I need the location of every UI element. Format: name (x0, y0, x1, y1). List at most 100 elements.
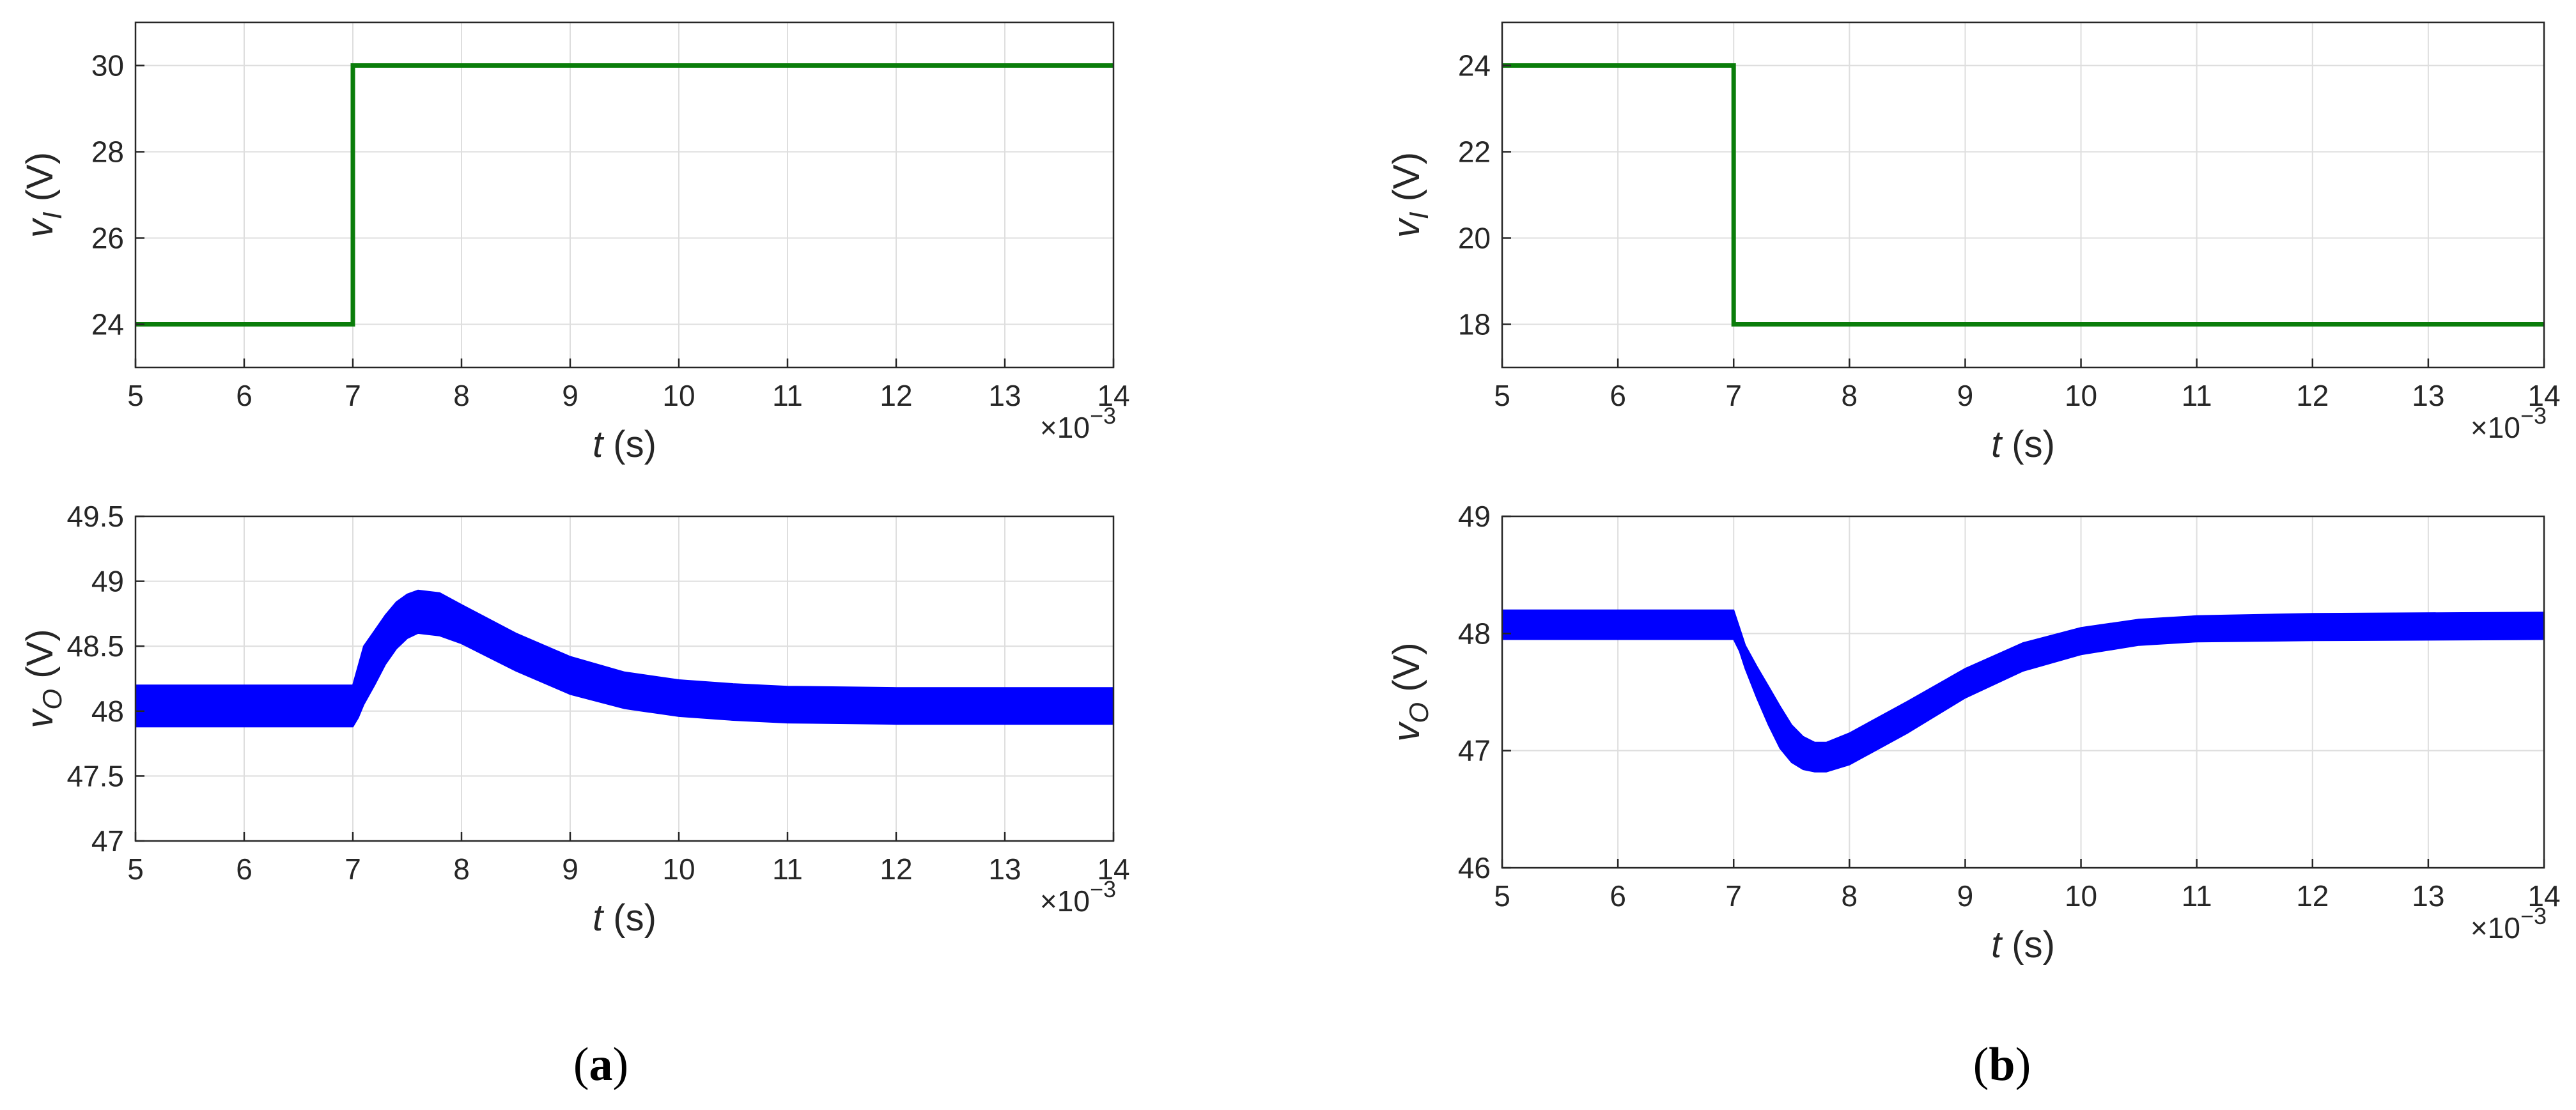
y-axis-label-unit: (V) (1386, 642, 1427, 702)
y-tick-label: 49 (91, 565, 124, 598)
plot-frame (1501, 21, 2545, 369)
y-axis-label: vI (V) (19, 152, 67, 238)
y-axis-label-unit: (V) (19, 629, 61, 688)
x-tick-label: 6 (1610, 879, 1626, 913)
y-tick-label: 24 (91, 308, 124, 341)
chart-a-top: 5 6 7 8 9 10 11 12 13 14 24 26 28 30 t (s) ×10−3 vI (V) (19, 21, 1130, 465)
x-axis-label-unit: (s) (2001, 424, 2055, 465)
x-tick-label: 8 (1842, 379, 1858, 412)
x-exponent-base: ×10 (1040, 884, 1090, 918)
y-tick-label: 48 (91, 695, 124, 728)
y-axis-label-var: v (19, 217, 61, 238)
x-exponent-label: ×10−3 (2471, 903, 2547, 944)
x-tick-label: 10 (2065, 379, 2097, 412)
x-tick-label: 9 (1957, 379, 1974, 412)
x-tick-label: 5 (127, 852, 144, 886)
x-exponent-base: ×10 (1040, 411, 1090, 444)
x-axis-label-var: t (1991, 424, 2003, 465)
y-axis-label-var: v (1386, 217, 1427, 238)
chart-a-bottom: 5 6 7 8 9 10 11 12 13 14 47 47.5 48 48.5 49 49.5 t (s) ×1… (19, 500, 1130, 939)
y-tick-label: 46 (1458, 851, 1491, 884)
x-exponent-base: ×10 (2471, 911, 2520, 944)
y-axis-label-sub: I (37, 212, 67, 219)
x-exponent-power: −3 (1090, 876, 1116, 902)
series-line (136, 63, 1113, 327)
x-tick-label: 9 (1957, 879, 1974, 913)
x-tick-label: 7 (345, 379, 361, 412)
y-tick-label: 49 (1458, 500, 1491, 533)
y-axis-label: vO (V) (19, 629, 67, 728)
x-tick-label: 7 (1725, 879, 1742, 913)
y-tick-label: 26 (91, 222, 124, 255)
x-tick-label: 6 (1610, 379, 1626, 412)
x-axis-label: t (s) (1991, 924, 2055, 966)
y-tick-label: 24 (1458, 49, 1491, 82)
x-tick-label: 11 (2182, 379, 2212, 412)
y-axis-label: vI (V) (1386, 152, 1434, 238)
x-tick-label: 14 (1097, 379, 1129, 412)
y-axis-label-sub: I (1404, 212, 1434, 219)
y-tick-label: 30 (91, 49, 124, 82)
x-tick-label: 12 (880, 852, 912, 886)
x-tick-label: 8 (1842, 879, 1858, 913)
y-axis-label-unit: (V) (19, 152, 61, 212)
x-tick-label: 13 (988, 852, 1021, 886)
y-axis-label-var: v (19, 708, 61, 728)
chart-b-top: 5 6 7 8 9 10 11 12 13 14 18 20 22 24 t (s) ×10−3 vI (V) (1386, 21, 2561, 465)
x-exponent-power: −3 (2520, 903, 2547, 929)
x-tick-label: 14 (2527, 379, 2560, 412)
y-tick-label: 47 (91, 824, 124, 858)
x-tick-label: 14 (2527, 879, 2560, 913)
ripple-band (1501, 609, 2545, 773)
panel-caption-b: (b) (1973, 1038, 2031, 1091)
series-line (1502, 63, 2544, 327)
x-exponent-base: ×10 (2471, 411, 2520, 444)
x-axis-label-unit: (s) (603, 424, 656, 465)
y-axis-label-sub: O (37, 689, 67, 710)
x-tick-label: 10 (662, 379, 695, 412)
y-tick-label: 48 (1458, 617, 1491, 650)
x-tick-label: 8 (453, 852, 470, 886)
x-tick-label: 12 (880, 379, 912, 412)
y-tick-label: 22 (1458, 135, 1491, 169)
ripple-band (135, 589, 1114, 728)
x-tick-label: 11 (772, 379, 803, 412)
x-tick-label: 12 (2296, 379, 2329, 412)
y-tick-label: 49.5 (66, 500, 124, 533)
x-exponent-label: ×10−3 (2471, 403, 2547, 444)
x-tick-label: 7 (1725, 379, 1742, 412)
x-tick-label: 10 (2065, 879, 2097, 913)
y-tick-label: 47 (1458, 734, 1491, 767)
x-tick-label: 6 (236, 852, 252, 886)
x-axis-label-var: t (1991, 924, 2003, 966)
x-axis-label: t (s) (1991, 424, 2055, 465)
x-exponent-label: ×10−3 (1040, 403, 1116, 444)
x-axis-label-var: t (593, 897, 605, 939)
x-exponent-label: ×10−3 (1040, 876, 1116, 918)
chart-b-bottom: 5 6 7 8 9 10 11 12 13 14 46 47 48 49 t (s) ×10−3 vO (V) (1386, 500, 2561, 966)
x-exponent-power: −3 (1090, 403, 1116, 429)
y-axis-label: vO (V) (1386, 642, 1434, 741)
x-tick-label: 11 (772, 852, 803, 886)
x-tick-label: 5 (127, 379, 144, 412)
x-tick-label: 9 (562, 379, 578, 412)
x-axis-label: t (s) (593, 424, 656, 465)
x-tick-label: 7 (345, 852, 361, 886)
x-axis-label-var: t (593, 424, 605, 465)
y-axis-label-sub: O (1404, 702, 1434, 723)
plot-frame (134, 21, 1115, 369)
y-tick-label: 20 (1458, 222, 1491, 255)
x-tick-label: 14 (1097, 852, 1129, 886)
panel-caption-a: (a) (573, 1038, 628, 1091)
x-tick-label: 8 (453, 379, 470, 412)
x-tick-label: 5 (1494, 379, 1510, 412)
x-tick-label: 12 (2296, 879, 2329, 913)
x-tick-label: 13 (988, 379, 1021, 412)
x-tick-label: 9 (562, 852, 578, 886)
y-tick-label: 28 (91, 135, 124, 169)
x-axis-label-unit: (s) (603, 897, 656, 939)
x-tick-label: 10 (662, 852, 695, 886)
x-axis-label: t (s) (593, 897, 656, 939)
plot-frame (1501, 515, 2545, 869)
